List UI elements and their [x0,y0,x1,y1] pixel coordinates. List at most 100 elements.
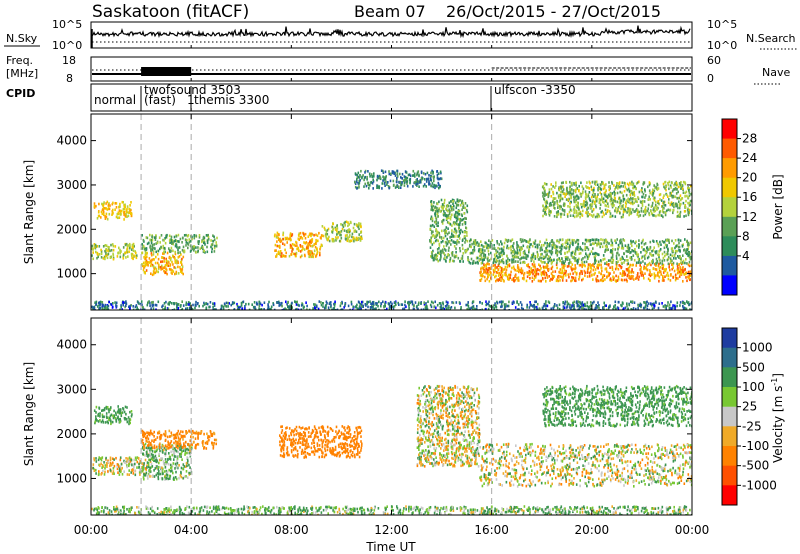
power-cell [464,238,467,242]
power-cell [347,224,349,228]
power-cell [315,233,317,237]
power-cell [609,259,612,262]
power-cell [437,259,439,263]
power-cell [676,264,679,268]
power-cell [106,200,109,204]
power-cell [157,257,160,261]
power-cell [630,241,633,244]
power-cell [494,255,496,259]
power-cell [447,209,449,213]
power-cell [655,268,658,271]
power-cell [335,239,337,242]
power-cell [461,257,464,260]
power-cell [571,268,573,272]
power-cell [609,215,611,219]
power-cell [613,276,615,280]
power-cell [119,255,122,259]
power-cell [191,247,194,251]
power-cell [458,223,461,227]
power-cell [212,305,214,309]
power-cell [532,268,535,272]
power-cell [554,246,556,249]
power-cell [611,244,614,247]
power-cell [566,213,569,216]
power-cell [492,268,495,272]
power-cell [569,205,571,209]
power-cell [393,183,395,187]
power-cell [505,262,508,265]
power-cell [595,259,598,263]
power-cell [548,244,550,248]
power-cell [657,253,660,257]
power-cell [585,253,588,257]
power-cell [662,211,665,214]
power-cell [438,208,440,212]
power-cell [173,308,176,310]
nave-right-tick-top: 60 [707,54,721,67]
power-cell [99,300,102,304]
power-cell [135,256,138,260]
power-cell [104,257,106,261]
power-cell [539,264,541,268]
power-cell [512,265,515,269]
power-cell [561,266,564,269]
power-cell [197,246,199,249]
power-cell [638,180,640,184]
power-cell [677,190,679,194]
power-cell [582,209,584,213]
power-cell [141,247,144,250]
power-cell [366,178,368,181]
power-cell [175,270,178,274]
power-cell [652,258,654,262]
power-cell [616,252,618,255]
power-cell [96,245,98,248]
power-cell [582,257,584,260]
power-cell [603,192,606,195]
cpid-panel: CPID normal twofsound 3503 (fast) 1 them… [6,83,693,112]
power-cell [192,303,194,307]
power-cell [287,300,289,304]
power-cell [495,305,497,308]
power-cell [449,223,452,226]
power-cell [633,194,636,197]
power-cell [451,254,454,257]
power-cell [597,260,600,264]
power-cell [690,209,692,213]
power-cell [582,242,584,245]
power-cell [361,300,363,304]
power-scatter-region [91,242,138,261]
power-cell [579,212,582,216]
power-cell [674,202,677,206]
power-cell [123,203,125,207]
power-cell [584,274,586,277]
power-cell [568,275,570,279]
power-cell [689,255,691,259]
power-cell [607,209,609,212]
power-cell [420,308,423,310]
power-cell [610,194,612,198]
power-cell [337,230,340,234]
power-cell [358,186,360,189]
power-cell [679,266,681,269]
power-cell [585,211,587,214]
power-cell [671,181,673,185]
power-cell [422,308,425,310]
power-cell [160,245,162,249]
power-cell [602,306,604,309]
power-cell [417,180,419,184]
power-cell [658,275,661,279]
power-cell [510,248,512,252]
power-cell [593,186,595,190]
power-cell [667,274,670,277]
power-cell [567,262,570,265]
power-cell [556,254,559,257]
power-cell [444,232,446,235]
power-cell [154,266,157,270]
power-cell [168,268,171,271]
power-cell [581,265,583,269]
power-cell [339,233,341,237]
power-cell [332,238,335,241]
power-cell [302,232,305,236]
power-cell [556,258,558,262]
power-cell [282,242,284,245]
